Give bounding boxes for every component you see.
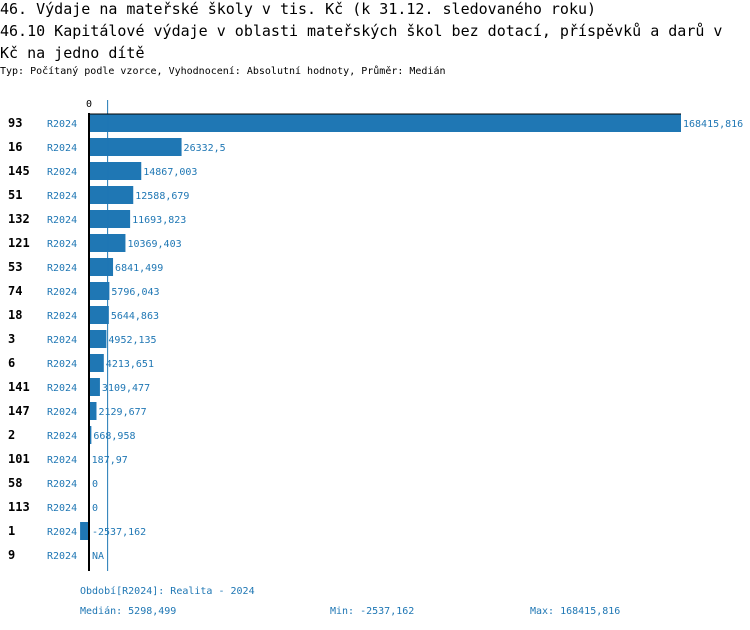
bar bbox=[89, 162, 142, 180]
category-label: 147 bbox=[8, 404, 30, 418]
value-label: 0 bbox=[92, 503, 98, 514]
category-label: 58 bbox=[8, 476, 22, 490]
category-label: 101 bbox=[8, 452, 30, 466]
value-label: -2537,162 bbox=[92, 527, 146, 538]
footer-min: Min: -2537,162 bbox=[330, 606, 415, 617]
period-label: R2024 bbox=[47, 335, 77, 346]
value-label: 26332,5 bbox=[184, 143, 226, 154]
category-label: 145 bbox=[8, 164, 30, 178]
category-label: 2 bbox=[8, 428, 15, 442]
period-label: R2024 bbox=[47, 239, 77, 250]
footer-period: Období[R2024]: Realita - 2024 bbox=[80, 586, 255, 597]
bar bbox=[89, 354, 104, 372]
period-label: R2024 bbox=[47, 167, 77, 178]
bar bbox=[89, 186, 134, 204]
value-label: 2129,677 bbox=[98, 407, 146, 418]
bar bbox=[89, 306, 109, 324]
value-label: 668,958 bbox=[93, 431, 135, 442]
category-label: 51 bbox=[8, 188, 22, 202]
category-label: 6 bbox=[8, 356, 15, 370]
chart-subtitle-line1: 46.10 Kapitálové výdaje v oblasti mateřs… bbox=[0, 22, 723, 40]
footer-max: Max: 168415,816 bbox=[530, 606, 621, 617]
category-label: 132 bbox=[8, 212, 30, 226]
value-label: 3109,477 bbox=[102, 383, 150, 394]
bar bbox=[89, 402, 97, 420]
value-label: 12588,679 bbox=[135, 191, 189, 202]
period-label: R2024 bbox=[47, 407, 77, 418]
chart-meta: Typ: Počítaný podle vzorce, Vyhodnocení:… bbox=[0, 66, 446, 77]
value-label: 4213,651 bbox=[106, 359, 154, 370]
chart-subtitle-line2: Kč na jedno dítě bbox=[0, 44, 145, 62]
period-label: R2024 bbox=[47, 431, 77, 442]
category-label: 9 bbox=[8, 548, 15, 562]
bar bbox=[89, 258, 114, 276]
chart-title: 46. Výdaje na mateřské školy v tis. Kč (… bbox=[0, 0, 597, 18]
bar bbox=[89, 138, 182, 156]
bar bbox=[89, 114, 681, 132]
period-label: R2024 bbox=[47, 527, 77, 538]
category-label: 16 bbox=[8, 140, 22, 154]
category-label: 53 bbox=[8, 260, 22, 274]
period-label: R2024 bbox=[47, 455, 77, 466]
value-label: 6841,499 bbox=[115, 263, 163, 274]
category-label: 121 bbox=[8, 236, 30, 250]
category-label: 141 bbox=[8, 380, 30, 394]
axis-zero-label: 0 bbox=[86, 99, 92, 110]
period-label: R2024 bbox=[47, 215, 77, 226]
bar bbox=[89, 426, 92, 444]
bar bbox=[89, 330, 107, 348]
category-label: 1 bbox=[8, 524, 15, 538]
bar bbox=[89, 282, 110, 300]
value-label: 4952,135 bbox=[108, 335, 156, 346]
category-label: 18 bbox=[8, 308, 22, 322]
period-label: R2024 bbox=[47, 503, 77, 514]
value-label: 11693,823 bbox=[132, 215, 186, 226]
footer-median: Medián: 5298,499 bbox=[80, 606, 177, 617]
value-label: 168415,816 bbox=[683, 119, 743, 130]
period-label: R2024 bbox=[47, 383, 77, 394]
value-label: 5644,863 bbox=[111, 311, 159, 322]
category-label: 3 bbox=[8, 332, 15, 346]
period-label: R2024 bbox=[47, 287, 77, 298]
period-label: R2024 bbox=[47, 551, 77, 562]
value-label: 10369,403 bbox=[127, 239, 181, 250]
value-label: NA bbox=[92, 551, 104, 562]
bar bbox=[89, 378, 100, 396]
value-label: 5796,043 bbox=[111, 287, 159, 298]
period-label: R2024 bbox=[47, 359, 77, 370]
period-label: R2024 bbox=[47, 191, 77, 202]
category-label: 113 bbox=[8, 500, 30, 514]
category-label: 74 bbox=[8, 284, 22, 298]
value-label: 0 bbox=[92, 479, 98, 490]
bar bbox=[80, 522, 89, 540]
bar bbox=[89, 210, 131, 228]
category-label: 93 bbox=[8, 116, 22, 130]
value-label: 187,97 bbox=[92, 455, 128, 466]
period-label: R2024 bbox=[47, 479, 77, 490]
value-label: 14867,003 bbox=[143, 167, 197, 178]
period-label: R2024 bbox=[47, 143, 77, 154]
period-label: R2024 bbox=[47, 311, 77, 322]
period-label: R2024 bbox=[47, 119, 77, 130]
period-label: R2024 bbox=[47, 263, 77, 274]
